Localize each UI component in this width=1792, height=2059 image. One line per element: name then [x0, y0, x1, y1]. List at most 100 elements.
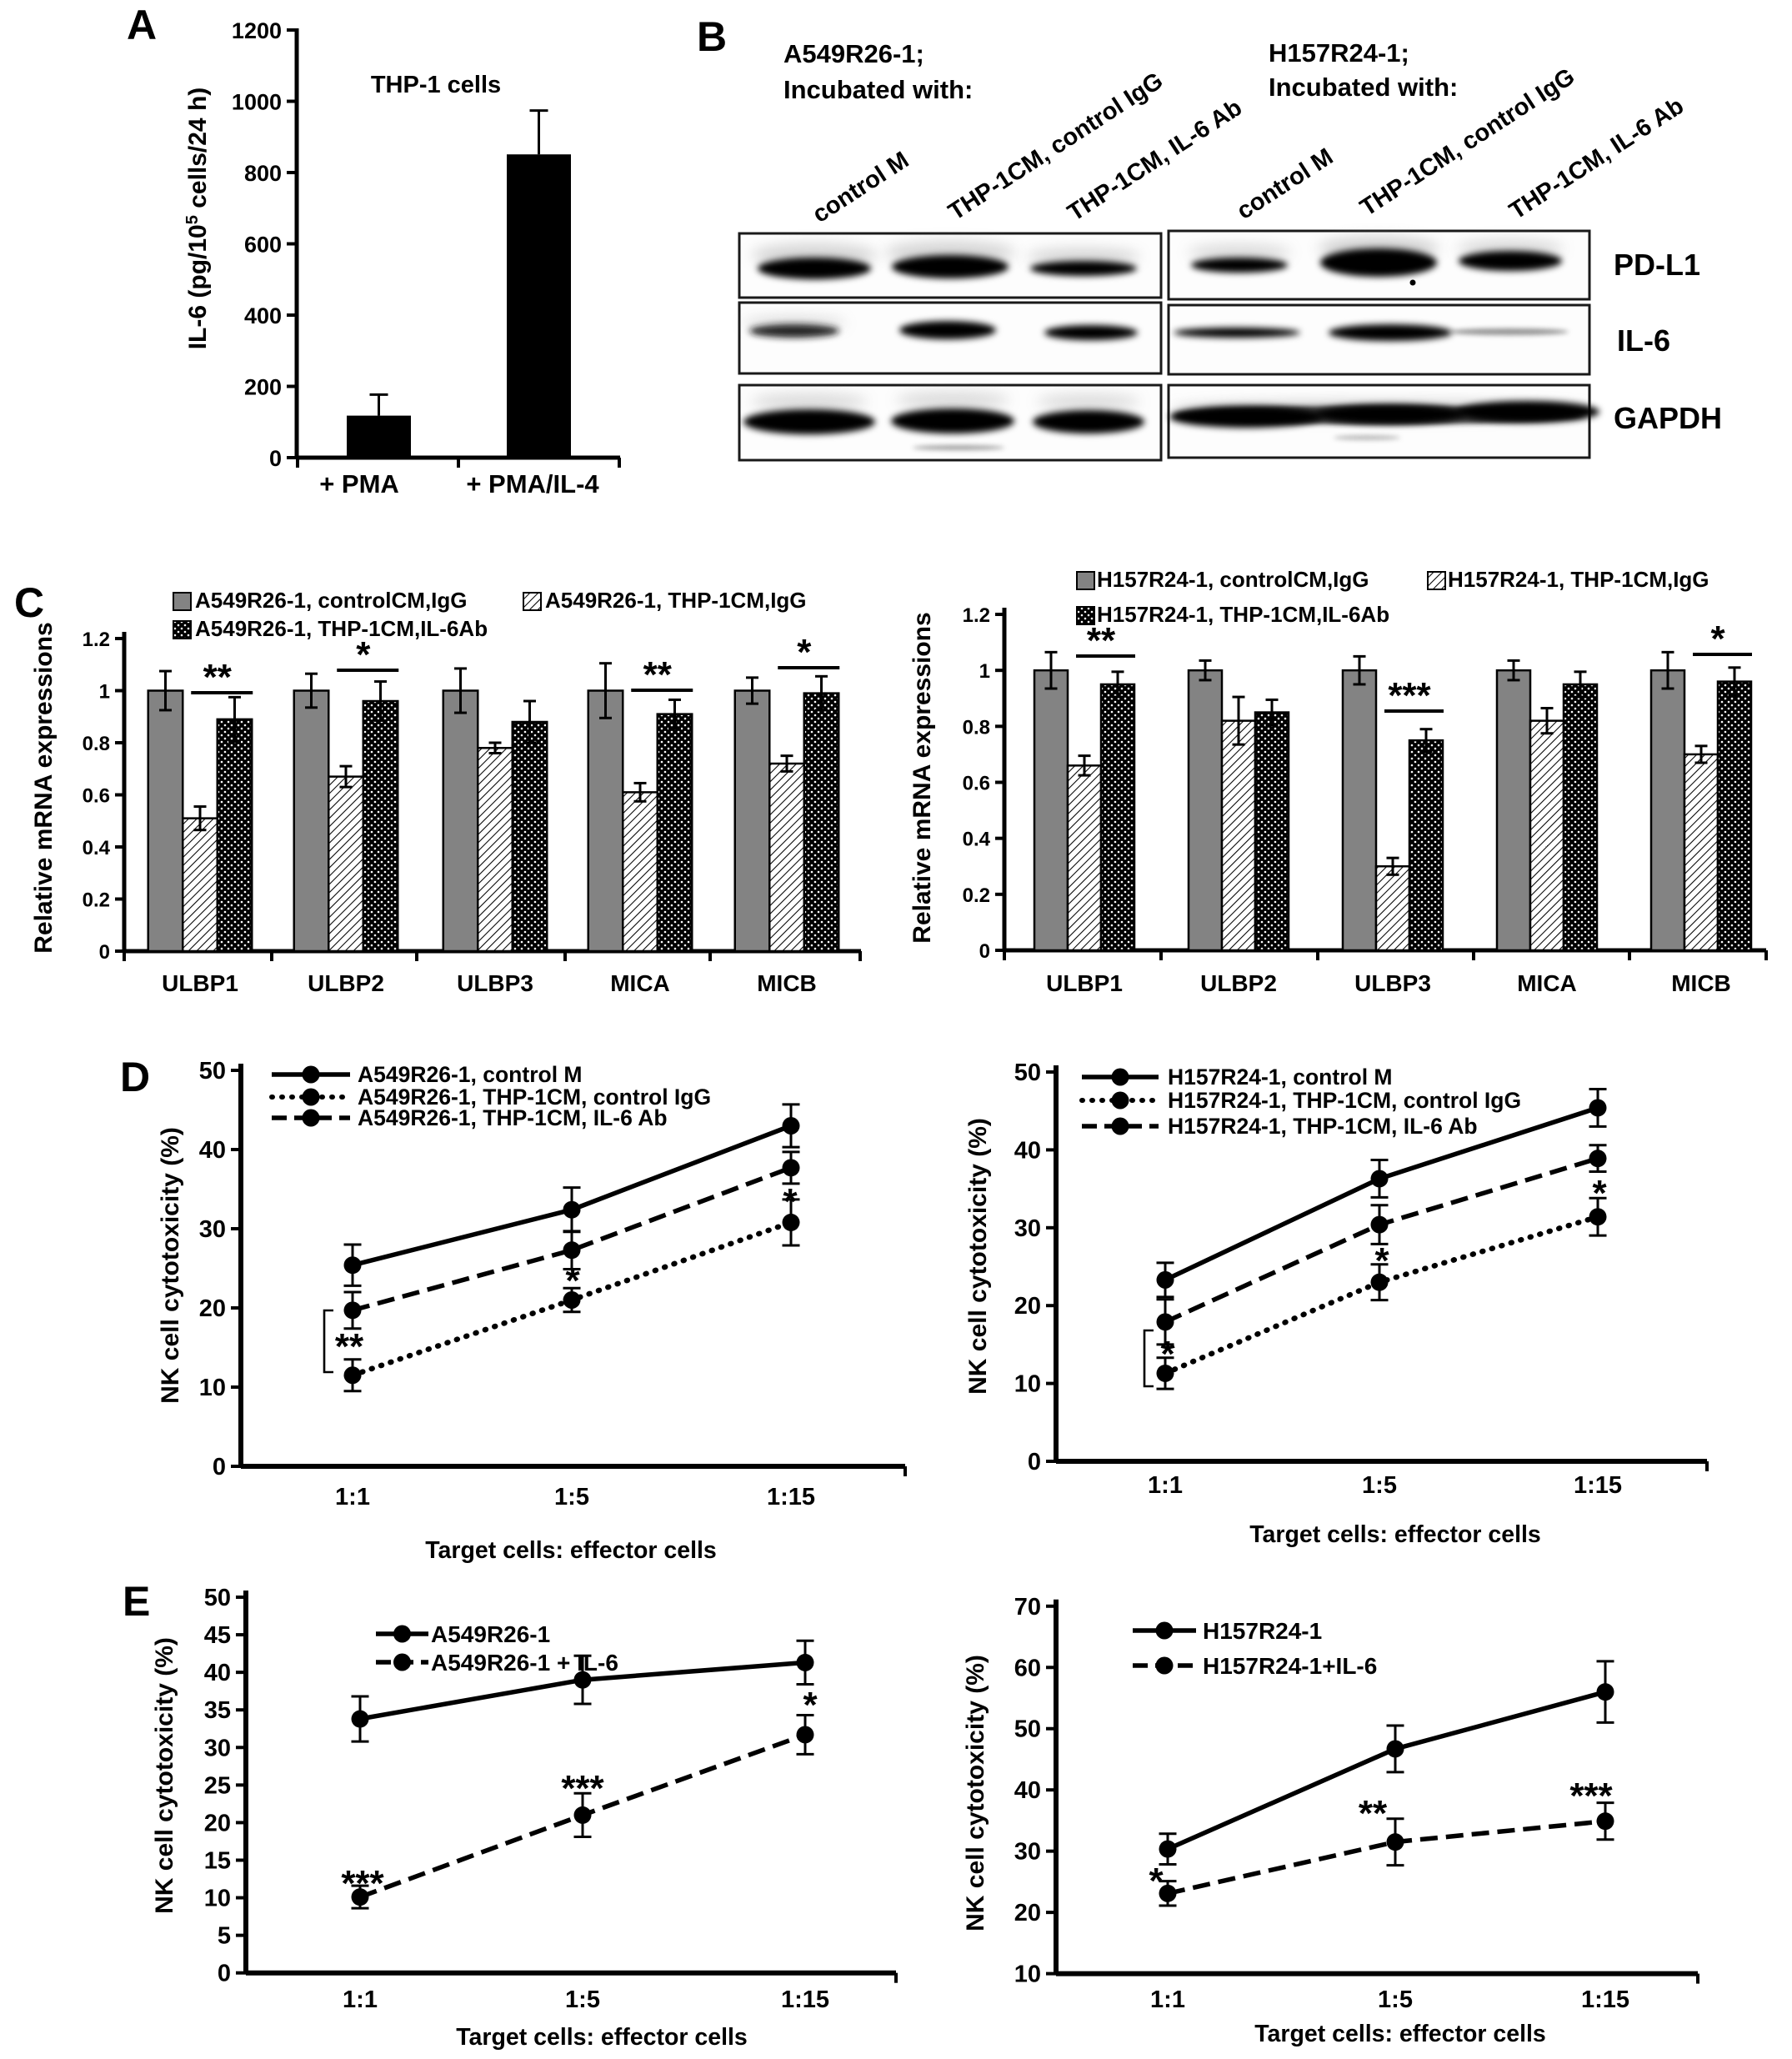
svg-text:*: *: [803, 1685, 818, 1726]
svg-text:A: A: [127, 2, 157, 48]
svg-text:A549R26-1, control M: A549R26-1, control M: [358, 1062, 583, 1087]
svg-text:20: 20: [1014, 1293, 1041, 1320]
svg-text:***: ***: [341, 1863, 384, 1904]
svg-text:15: 15: [204, 1847, 231, 1874]
svg-text:1:1: 1:1: [343, 1986, 378, 2013]
svg-text:E: E: [123, 1578, 150, 1625]
svg-text:30: 30: [204, 1735, 231, 1761]
svg-text:800: 800: [244, 161, 282, 186]
svg-text:*: *: [1710, 619, 1725, 659]
svg-text:0: 0: [269, 446, 282, 471]
svg-text:45: 45: [204, 1622, 231, 1649]
svg-text:GAPDH: GAPDH: [1614, 401, 1722, 435]
svg-text:Incubated with:: Incubated with:: [783, 75, 973, 104]
svg-text:1: 1: [99, 681, 110, 704]
svg-text:1:5: 1:5: [554, 1484, 589, 1510]
svg-text:*: *: [1149, 1861, 1164, 1901]
svg-text:600: 600: [244, 233, 282, 258]
svg-text:1.2: 1.2: [83, 629, 110, 651]
svg-text:A549R26-1 + IL-6: A549R26-1 + IL-6: [431, 1650, 618, 1676]
svg-text:IL-6: IL-6: [1617, 323, 1670, 358]
svg-text:A549R26-1, THP-1CM, control I: A549R26-1, THP-1CM, control IgG: [358, 1085, 711, 1110]
svg-text:NK cell cytotoxicity (%): NK cell cytotoxicity (%): [962, 1655, 989, 1931]
svg-text:10: 10: [1014, 1371, 1041, 1398]
svg-text:Target cells: effector cells: Target cells: effector cells: [1254, 2021, 1546, 2047]
svg-text:+ PMA: + PMA: [319, 469, 399, 498]
svg-text:ULBP2: ULBP2: [308, 970, 384, 996]
svg-text:MICB: MICB: [1671, 970, 1731, 996]
svg-text:0: 0: [1028, 1449, 1041, 1475]
svg-text:0.2: 0.2: [963, 884, 990, 907]
svg-text:50: 50: [1014, 1060, 1041, 1086]
svg-text:0.2: 0.2: [83, 889, 110, 912]
svg-text:A549R26-1, THP-1CM,IL-6Ab: A549R26-1, THP-1CM,IL-6Ab: [195, 616, 488, 641]
svg-text:20: 20: [1014, 1900, 1041, 1926]
svg-text:40: 40: [204, 1660, 231, 1686]
svg-text:25: 25: [204, 1772, 231, 1799]
svg-text:H157R24-1, control M: H157R24-1, control M: [1168, 1065, 1393, 1090]
svg-text:ULBP3: ULBP3: [1354, 970, 1431, 996]
svg-text:***: ***: [1388, 675, 1431, 716]
svg-text:0.4: 0.4: [83, 837, 111, 859]
svg-text:C: C: [14, 579, 44, 626]
svg-text:*: *: [1160, 1334, 1175, 1375]
svg-text:ULBP3: ULBP3: [457, 970, 533, 996]
svg-text:H157R24-1: H157R24-1: [1203, 1618, 1322, 1644]
svg-text:H157R24-1;: H157R24-1;: [1269, 38, 1409, 68]
svg-text:***: ***: [561, 1768, 604, 1809]
svg-text:35: 35: [204, 1697, 231, 1724]
svg-text:PD-L1: PD-L1: [1614, 248, 1700, 282]
svg-text:30: 30: [1014, 1839, 1041, 1866]
svg-text:**: **: [643, 654, 673, 695]
svg-text:50: 50: [1014, 1716, 1041, 1743]
svg-text:20: 20: [204, 1810, 231, 1836]
svg-text:1:15: 1:15: [1581, 1986, 1629, 2013]
svg-text:H157R24-1, THP-1CM,IgG: H157R24-1, THP-1CM,IgG: [1448, 567, 1709, 592]
svg-text:40: 40: [199, 1137, 226, 1164]
svg-text:400: 400: [244, 303, 282, 328]
svg-text:D: D: [120, 1054, 150, 1100]
svg-text:*: *: [565, 1260, 580, 1301]
svg-text:H157R24-1, THP-1CM, control I: H157R24-1, THP-1CM, control IgG: [1168, 1088, 1521, 1113]
svg-text:Target cells: effector cells: Target cells: effector cells: [1249, 1521, 1541, 1548]
svg-text:A549R26-1: A549R26-1: [431, 1621, 550, 1647]
svg-text:Relative mRNA expressions: Relative mRNA expressions: [909, 612, 936, 943]
svg-text:*: *: [783, 1181, 798, 1222]
svg-text:NK cell cytotoxicity (%): NK cell cytotoxicity (%): [157, 1127, 184, 1404]
svg-text:NK cell cytotoxicity (%): NK cell cytotoxicity (%): [151, 1637, 178, 1914]
svg-text:A549R26-1, THP-1CM, IL-6 Ab: A549R26-1, THP-1CM, IL-6 Ab: [358, 1105, 668, 1130]
svg-text:0.8: 0.8: [963, 716, 990, 739]
svg-text:0.6: 0.6: [83, 785, 110, 808]
svg-text:**: **: [1359, 1793, 1388, 1834]
svg-text:THP-1 cells: THP-1 cells: [371, 72, 501, 98]
svg-text:+ PMA/IL-4: + PMA/IL-4: [466, 469, 599, 498]
svg-text:MICB: MICB: [757, 970, 817, 996]
svg-text:Incubated with:: Incubated with:: [1269, 73, 1458, 102]
svg-text:1:5: 1:5: [565, 1986, 600, 2013]
svg-text:**: **: [1087, 620, 1116, 661]
svg-text:0.6: 0.6: [963, 773, 990, 795]
svg-text:1.2: 1.2: [963, 604, 990, 627]
svg-text:1:15: 1:15: [767, 1484, 815, 1510]
svg-text:*: *: [1374, 1240, 1389, 1281]
svg-text:60: 60: [1014, 1655, 1041, 1681]
svg-text:50: 50: [204, 1585, 231, 1611]
svg-text:B: B: [697, 13, 727, 60]
svg-text:20: 20: [199, 1295, 226, 1322]
svg-text:40: 40: [1014, 1137, 1041, 1164]
svg-text:10: 10: [204, 1886, 231, 1912]
svg-text:30: 30: [199, 1216, 226, 1243]
svg-text:5: 5: [218, 1923, 231, 1950]
svg-text:***: ***: [1569, 1776, 1613, 1816]
svg-text:0: 0: [218, 1961, 231, 1987]
svg-text:1000: 1000: [232, 90, 282, 115]
svg-text:H157R24-1, THP-1CM,IL-6Ab: H157R24-1, THP-1CM,IL-6Ab: [1097, 602, 1389, 627]
svg-text:50: 50: [199, 1058, 226, 1085]
svg-text:Relative mRNA expressions: Relative mRNA expressions: [30, 622, 58, 953]
svg-text:H157R24-1, THP-1CM, IL-6 Ab: H157R24-1, THP-1CM, IL-6 Ab: [1168, 1114, 1478, 1139]
svg-text:0.8: 0.8: [83, 733, 110, 755]
svg-text:*: *: [356, 634, 371, 675]
svg-text:MICA: MICA: [1517, 970, 1577, 996]
svg-text:1:5: 1:5: [1362, 1472, 1397, 1499]
svg-text:0: 0: [979, 940, 990, 963]
